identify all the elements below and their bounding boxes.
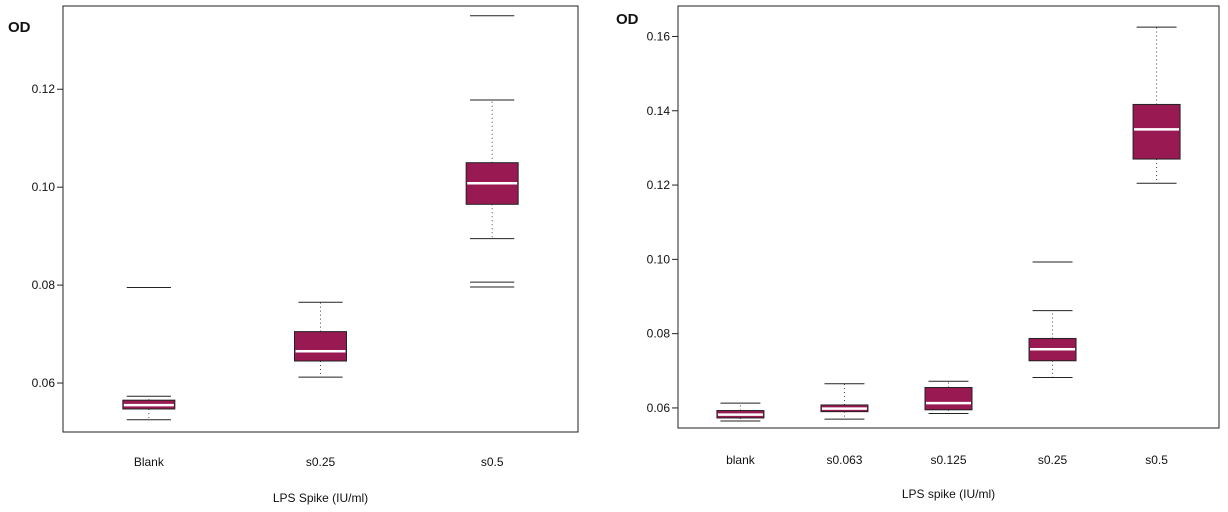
x-category-label: s0.125	[930, 453, 966, 467]
box-Blank	[122, 287, 176, 421]
box-s0.5	[1132, 26, 1181, 184]
y-tick-label: 0.16	[647, 29, 671, 43]
box-s0.25	[1028, 261, 1077, 378]
interquartile-box	[294, 331, 347, 362]
x-category-label: blank	[726, 453, 756, 467]
y-axis-title: OD	[8, 19, 31, 36]
y-axis-title: OD	[616, 11, 639, 28]
plot-frame	[677, 5, 1220, 429]
plot-frame	[62, 5, 579, 433]
right-box-plot: OD LPS spike (IU/ml) 0.06 0.08 0.10 0.12 0.1…	[616, 5, 1220, 501]
x-axis-title: LPS spike (IU/ml)	[902, 487, 995, 501]
x-category-label: s0.5	[481, 455, 504, 469]
box-s0.063	[820, 383, 869, 420]
box-s0.125	[924, 380, 973, 415]
y-tick-label: 0.12	[647, 178, 671, 192]
box-s0.25	[294, 301, 347, 378]
x-axis-title: LPS Spike (IU/ml)	[273, 491, 368, 505]
x-category-label: s0.5	[1145, 453, 1168, 467]
box-s0.5	[465, 15, 519, 288]
x-category-label: s0.25	[306, 455, 336, 469]
y-tick-label: 0.06	[647, 401, 671, 415]
y-tick-label: 0.10	[32, 180, 56, 194]
box-blank	[716, 402, 765, 422]
y-tick-label: 0.14	[647, 104, 671, 118]
y-tick-label: 0.08	[647, 327, 671, 341]
y-tick-label: 0.06	[32, 376, 56, 390]
y-tick-label: 0.12	[32, 82, 56, 96]
interquartile-box	[1132, 103, 1181, 160]
left-box-plot: OD LPS Spike (IU/ml) 0.06 0.08 0.10 0.12 Bla…	[8, 5, 579, 505]
x-category-label: s0.25	[1038, 453, 1068, 467]
y-tick-label: 0.08	[32, 278, 56, 292]
y-tick-label: 0.10	[647, 252, 671, 266]
x-category-label: Blank	[134, 455, 165, 469]
interquartile-box	[924, 387, 973, 411]
x-category-label: s0.063	[826, 453, 862, 467]
